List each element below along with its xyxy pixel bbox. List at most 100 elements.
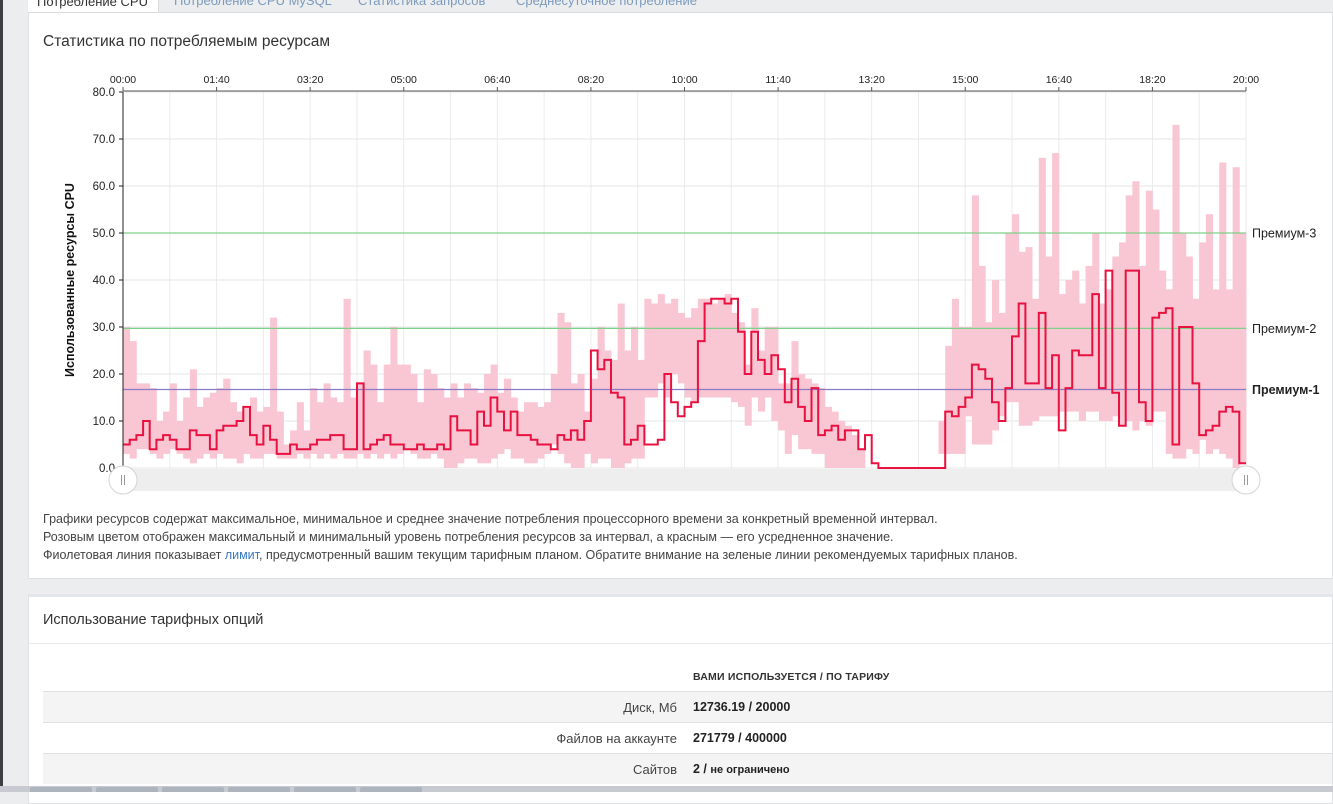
y-tick-label: 80.0 — [93, 87, 115, 99]
range-bar — [129, 341, 137, 459]
tab-query-stats[interactable]: Статистика запросов — [358, 0, 486, 8]
range-bar — [497, 392, 505, 454]
tab-daily-average[interactable]: Среднесуточное потребление — [516, 0, 697, 8]
range-bar — [691, 308, 699, 403]
range-bar — [731, 312, 739, 403]
tariff-options-panel: Использование тарифных опций ВАМИ ИСПОЛЬ… — [28, 594, 1333, 804]
taskbar-button[interactable] — [30, 787, 92, 792]
range-bar — [811, 383, 819, 454]
range-bar — [564, 322, 572, 464]
range-bar — [1212, 289, 1220, 450]
taskbar-button[interactable] — [360, 787, 422, 792]
range-bar — [717, 298, 726, 398]
row-value: 12736.19 / 20000 — [693, 700, 790, 714]
y-tick-label: 70.0 — [93, 134, 115, 146]
range-bar — [791, 341, 799, 436]
row-value: 2 / не ограничено — [693, 762, 790, 776]
range-area-series — [123, 124, 1247, 468]
range-bar — [477, 392, 485, 464]
range-bar — [771, 327, 779, 421]
cpu-panel: Статистика по потребляемым ресурсам Прем… — [28, 13, 1333, 579]
range-bar — [644, 298, 652, 398]
panel-title: Статистика по потребляемым ресурсам — [43, 33, 331, 50]
y-tick-label: 20.0 — [93, 369, 115, 381]
range-bar — [203, 397, 211, 454]
range-bar — [330, 397, 338, 459]
range-bar — [1172, 124, 1180, 459]
range-bar — [844, 425, 853, 468]
y-tick-label: 30.0 — [93, 322, 115, 334]
range-bar — [858, 449, 866, 468]
range-bar — [784, 383, 792, 454]
range-bar — [544, 402, 552, 454]
range-bar — [958, 327, 966, 454]
range-bar — [1038, 157, 1046, 417]
range-bar — [1018, 251, 1026, 426]
taskbar — [0, 786, 1333, 792]
y-tick-label: 10.0 — [93, 416, 115, 428]
range-bar — [831, 411, 839, 468]
range-bar — [276, 411, 284, 459]
range-bar — [1092, 233, 1100, 412]
range-bar — [1065, 280, 1073, 412]
tab-cpu[interactable]: Потребление CPU — [28, 0, 159, 12]
range-bar — [504, 378, 512, 450]
range-bar — [1239, 233, 1247, 464]
range-bar — [216, 388, 224, 454]
range-bar — [1125, 195, 1133, 421]
x-tick-label: 11:40 — [765, 74, 791, 86]
taskbar-button[interactable] — [294, 787, 356, 792]
x-tick-label: 00:00 — [110, 74, 136, 86]
range-bar — [637, 359, 645, 459]
x-tick-label: 13:20 — [859, 74, 885, 86]
x-tick-label: 03:20 — [297, 74, 323, 86]
range-bar — [624, 350, 632, 464]
chart-note-line-3: Фиолетовая линия показывает лимит, преду… — [43, 548, 1018, 562]
taskbar-button[interactable] — [228, 787, 290, 792]
value-text: 2 / — [693, 762, 711, 776]
range-slider[interactable] — [108, 465, 1261, 495]
range-bar — [263, 406, 271, 454]
range-bar — [1078, 303, 1086, 421]
range-bar — [169, 383, 177, 450]
limit-link[interactable]: лимит — [224, 548, 260, 562]
range-bar — [965, 327, 973, 417]
range-bar — [550, 374, 558, 445]
panel-title: Использование тарифных опций — [43, 612, 264, 628]
range-bar — [610, 359, 619, 468]
chart-note-line-1: Графики ресурсов содержат максимальное, … — [43, 512, 938, 526]
range-bar — [143, 383, 151, 450]
range-bar — [838, 421, 846, 468]
table-row: Сайтов 2 / не ограничено — [43, 753, 1332, 784]
range-bar — [490, 364, 498, 459]
y-tick-label: 40.0 — [93, 275, 115, 287]
range-bar — [778, 383, 786, 431]
range-bar — [617, 303, 625, 468]
range-bar — [270, 317, 278, 454]
range-bar — [176, 421, 184, 454]
range-bar — [1072, 270, 1080, 412]
range-bar — [223, 378, 231, 459]
range-bar — [584, 411, 592, 454]
slider-handle[interactable] — [108, 465, 138, 495]
x-tick-label: 05:00 — [391, 74, 417, 86]
range-bar — [430, 374, 438, 454]
range-bar — [350, 397, 358, 459]
slider-handle[interactable] — [1231, 465, 1261, 495]
range-bar — [951, 298, 959, 454]
window-edge — [0, 0, 3, 792]
reference-line-label: Премиум-3 — [1252, 227, 1316, 241]
range-bar — [758, 350, 766, 412]
column-header: ВАМИ ИСПОЛЬЗУЕТСЯ / ПО ТАРИФУ — [693, 671, 890, 683]
taskbar-button[interactable] — [162, 787, 224, 792]
tab-cpu-mysql[interactable]: Потребление CPU MySQL — [174, 0, 332, 8]
taskbar-button[interactable] — [96, 787, 158, 792]
range-bar — [711, 303, 719, 398]
range-bar — [590, 378, 599, 464]
range-bar — [443, 397, 451, 468]
range-bar — [824, 406, 832, 468]
value-text: 12736.19 / 20000 — [693, 700, 791, 714]
range-bar — [804, 378, 812, 450]
x-tick-label: 08:20 — [578, 74, 604, 86]
range-bar — [938, 421, 946, 454]
